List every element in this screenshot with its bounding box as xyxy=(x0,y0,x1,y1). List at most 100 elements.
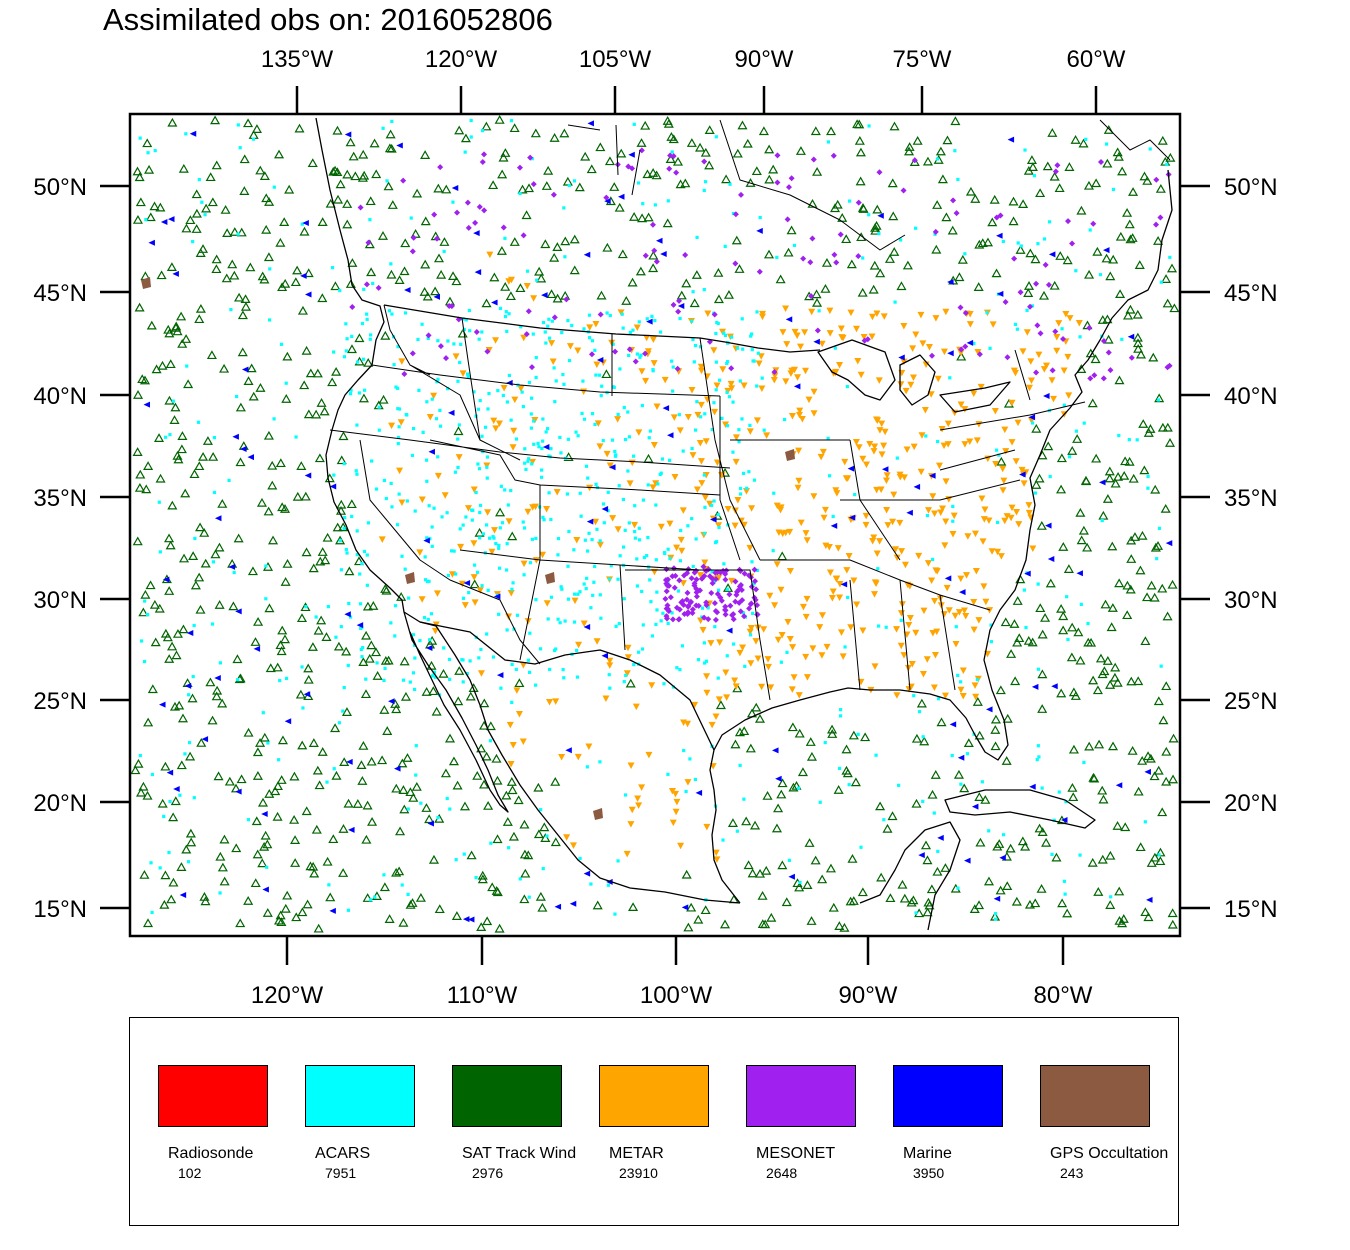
acars-marker xyxy=(534,536,538,541)
acars-marker xyxy=(995,520,1000,525)
sat-wind-marker xyxy=(974,239,985,249)
acars-marker xyxy=(464,515,468,519)
acars-marker xyxy=(150,910,154,915)
metar-marker xyxy=(1001,517,1009,525)
metar-marker xyxy=(398,499,406,507)
sat-wind-marker xyxy=(211,264,222,274)
acars-marker xyxy=(411,633,416,637)
acars-marker xyxy=(397,407,402,411)
metar-marker xyxy=(868,313,876,321)
acars-marker xyxy=(414,773,418,777)
sat-wind-marker xyxy=(889,247,900,256)
marine-marker xyxy=(949,721,957,728)
acars-marker xyxy=(740,317,744,321)
acars-marker xyxy=(232,570,236,575)
marine-marker xyxy=(830,522,838,529)
acars-marker xyxy=(617,622,621,626)
sat-wind-marker xyxy=(261,193,272,203)
legend-swatch xyxy=(158,1065,268,1127)
metar-marker xyxy=(929,493,937,500)
acars-marker xyxy=(193,536,197,541)
metar-marker xyxy=(957,686,965,694)
acars-marker xyxy=(637,538,642,542)
sat-wind-marker xyxy=(1100,599,1111,609)
bottom-tick-label: 80°W xyxy=(1034,982,1093,1009)
metar-marker xyxy=(552,698,560,705)
acars-marker xyxy=(558,435,562,440)
acars-marker xyxy=(362,388,367,392)
metar-marker xyxy=(758,385,766,392)
metar-marker xyxy=(966,438,974,445)
sat-wind-marker xyxy=(395,826,406,836)
acars-marker xyxy=(357,391,361,395)
metar-marker xyxy=(1055,320,1063,327)
sat-wind-marker xyxy=(965,186,976,196)
metar-marker xyxy=(788,412,796,420)
acars-marker xyxy=(192,623,196,628)
metar-marker xyxy=(786,567,794,575)
metar-marker xyxy=(520,560,528,568)
mesonet-marker xyxy=(720,567,727,574)
mesonet-marker xyxy=(1011,255,1018,262)
sat-wind-marker xyxy=(847,853,858,863)
sat-wind-marker xyxy=(248,391,259,401)
sat-wind-marker xyxy=(284,184,295,194)
mesonet-marker xyxy=(737,581,744,588)
acars-marker xyxy=(1030,421,1035,425)
metar-marker xyxy=(777,586,785,594)
acars-marker xyxy=(430,525,434,529)
acars-marker xyxy=(187,693,191,697)
acars-marker xyxy=(1036,242,1040,246)
acars-marker xyxy=(267,318,272,322)
marine-marker xyxy=(173,785,180,792)
metar-marker xyxy=(794,484,802,492)
sat-wind-marker xyxy=(1115,289,1126,299)
sat-wind-marker xyxy=(559,128,570,138)
metar-marker xyxy=(703,673,711,680)
metar-marker xyxy=(602,695,610,703)
sat-wind-marker xyxy=(301,547,312,557)
mesonet-marker xyxy=(676,297,683,304)
sat-wind-marker xyxy=(383,181,394,191)
sat-wind-marker xyxy=(229,270,240,280)
sat-wind-marker xyxy=(212,685,223,695)
marine-marker xyxy=(554,903,562,910)
acars-marker xyxy=(1100,518,1104,523)
mesonet-marker xyxy=(1100,375,1107,382)
acars-marker xyxy=(963,252,967,256)
sat-wind-marker xyxy=(362,601,373,611)
sat-wind-marker xyxy=(273,915,285,925)
sat-wind-marker xyxy=(281,394,292,403)
acars-marker xyxy=(486,407,490,411)
acars-marker xyxy=(636,650,641,654)
mesonet-marker xyxy=(551,314,558,321)
metar-marker xyxy=(670,414,678,421)
acars-marker xyxy=(355,553,359,557)
sat-wind-marker xyxy=(361,630,372,640)
metar-marker xyxy=(882,477,890,485)
metar-marker xyxy=(673,798,681,806)
acars-marker xyxy=(370,459,374,463)
metar-marker xyxy=(574,753,582,761)
acars-marker xyxy=(464,318,468,322)
metar-marker xyxy=(635,802,643,809)
sat-wind-marker xyxy=(629,212,640,221)
acars-marker xyxy=(509,488,513,493)
sat-wind-marker xyxy=(1049,171,1060,181)
sat-wind-marker xyxy=(842,768,853,778)
sat-wind-marker xyxy=(170,796,181,806)
sat-wind-marker xyxy=(477,870,488,880)
sat-wind-marker xyxy=(200,558,211,568)
sat-wind-marker xyxy=(303,663,314,673)
sat-wind-marker xyxy=(348,151,359,161)
acars-marker xyxy=(755,384,759,388)
metar-marker xyxy=(783,341,791,348)
sat-wind-marker xyxy=(750,820,761,830)
acars-marker xyxy=(462,327,466,332)
mesonet-marker xyxy=(520,232,527,239)
marine-marker xyxy=(929,472,936,479)
acars-marker xyxy=(397,492,401,496)
metar-marker xyxy=(900,322,908,330)
sat-wind-marker xyxy=(176,311,187,321)
metar-marker xyxy=(553,489,561,496)
